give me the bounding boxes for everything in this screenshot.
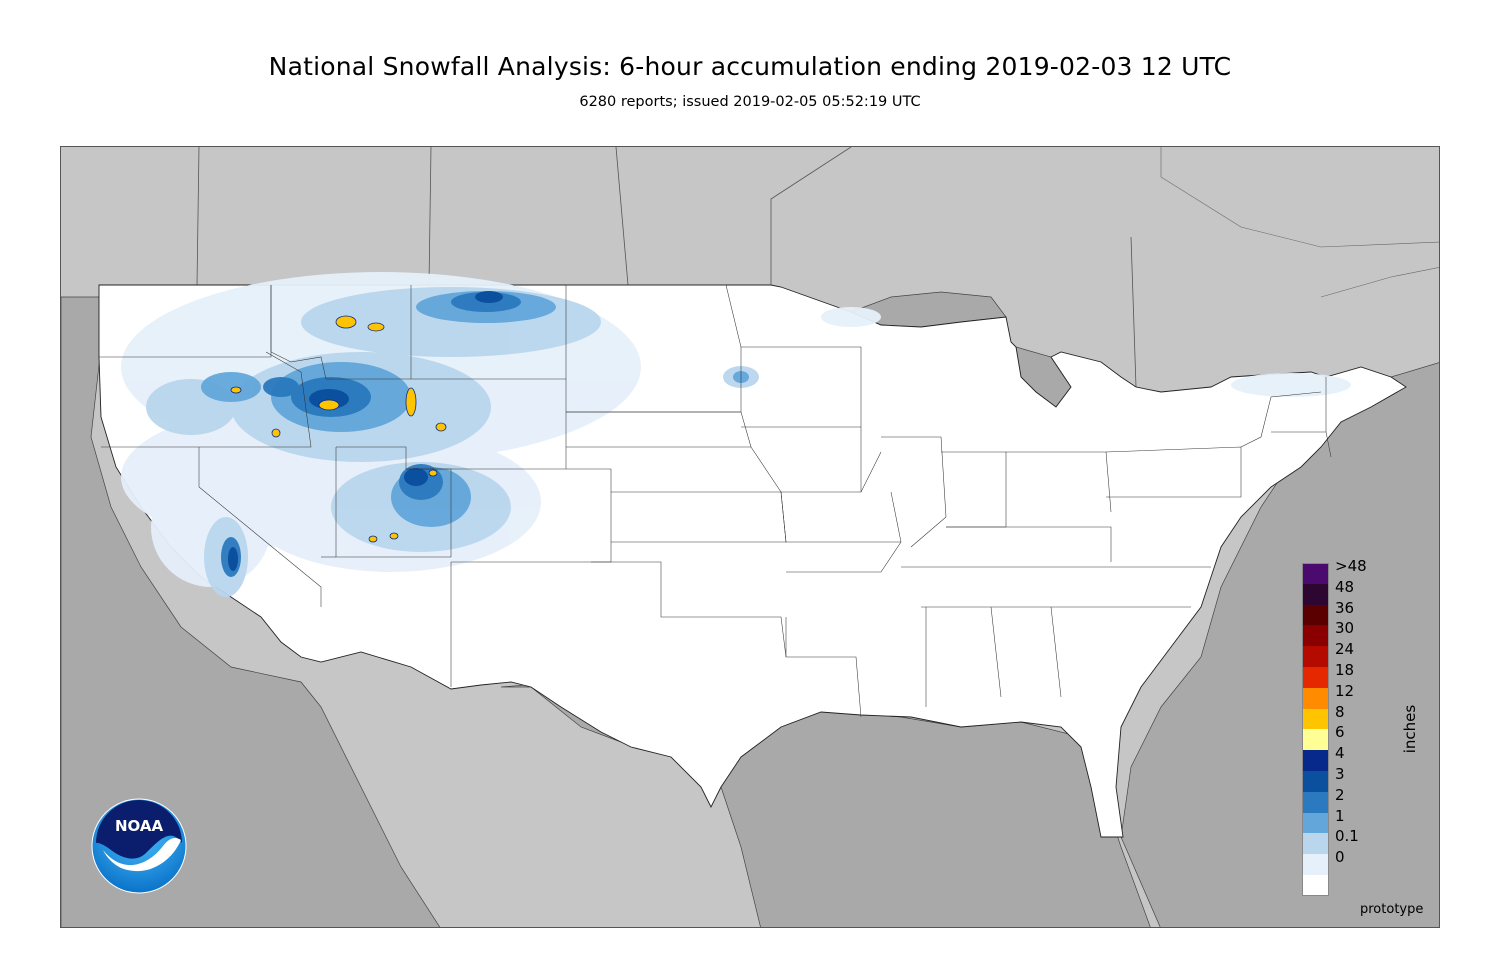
legend-label: 12 [1335, 681, 1355, 700]
legend-label: 1 [1335, 806, 1345, 825]
ocean-water [61, 296, 1439, 927]
legend-swatch [1302, 708, 1329, 730]
legend-labels: >48 48 36 30 24 18 12 8 6 4 3 2 1 0.1 0 [1335, 556, 1367, 868]
legend-label: 18 [1335, 660, 1355, 679]
legend-swatch [1302, 687, 1329, 709]
legend-label: 24 [1335, 640, 1355, 659]
legend-label: 4 [1335, 744, 1345, 763]
legend-swatch [1302, 666, 1329, 688]
legend-swatch [1302, 604, 1329, 626]
legend-label: 30 [1335, 619, 1355, 638]
legend-label: 6 [1335, 723, 1345, 742]
canada-borders [196, 147, 1137, 388]
legend-swatch [1302, 833, 1329, 855]
legend-swatch [1302, 854, 1329, 875]
legend-swatch [1302, 874, 1329, 896]
legend-swatch [1302, 729, 1329, 751]
legend-label: 8 [1335, 702, 1345, 721]
noaa-logo-icon: NOAA [91, 798, 187, 894]
legend-colorbar [1302, 563, 1330, 896]
legend-swatch [1302, 812, 1329, 834]
legend-label: 0 [1335, 848, 1345, 867]
legend-swatch [1302, 646, 1329, 667]
legend-label: >48 [1335, 557, 1367, 575]
snowfall-overlay [121, 272, 1351, 597]
legend-swatch [1302, 770, 1329, 792]
legend-units: inches [1401, 704, 1419, 754]
legend-label: 0.1 [1335, 827, 1359, 846]
legend-swatch [1302, 583, 1329, 605]
page-subtitle: 6280 reports; issued 2019-02-05 05:52:19… [579, 94, 921, 110]
legend-label: 3 [1335, 764, 1345, 783]
legend-label: 2 [1335, 785, 1345, 804]
prototype-note: prototype [1360, 902, 1424, 917]
state-borders [99, 284, 1332, 718]
canada-province-lines [1160, 147, 1439, 298]
snowfall-map[interactable] [60, 146, 1440, 928]
legend-swatch [1302, 563, 1329, 584]
legend-swatch [1302, 750, 1329, 771]
logo-text: NOAA [115, 817, 164, 835]
legend-label: 48 [1335, 577, 1355, 596]
legend-swatch [1302, 625, 1329, 647]
legend-label: 36 [1335, 598, 1355, 617]
map-svg [61, 147, 1439, 927]
page-title: National Snowfall Analysis: 6-hour accum… [268, 52, 1232, 81]
legend-swatch [1302, 791, 1329, 813]
